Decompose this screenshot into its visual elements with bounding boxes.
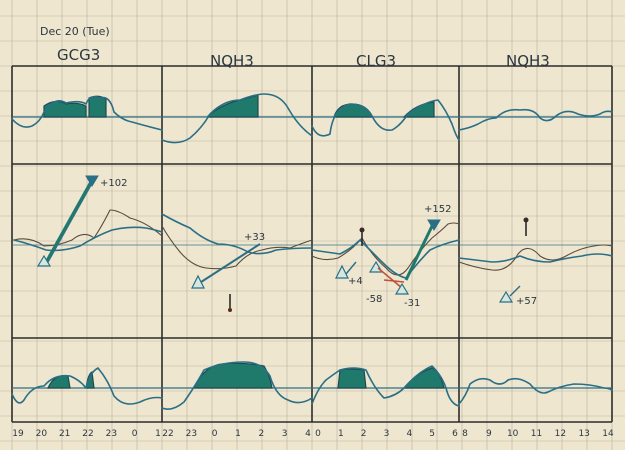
- time-tick-label: 22: [162, 429, 173, 439]
- top-curve-1: [11, 96, 163, 131]
- bottom-curve-3: [311, 365, 460, 407]
- time-tick-label: 14: [602, 429, 614, 439]
- gcg3-entry-arrow: [36, 254, 52, 267]
- nqh3-stop-dot: [228, 308, 232, 312]
- bottom-curve-4: [458, 377, 613, 405]
- clg3-loss-line: [377, 267, 403, 289]
- top-fill-2: [88, 95, 107, 118]
- gcg3-trade-label: +102: [100, 178, 127, 189]
- top-curve-4: [458, 108, 613, 131]
- clg3-exit-arrow: [427, 219, 441, 231]
- time-tick-label: 1: [155, 429, 161, 439]
- nqh3b-entry-arrow: [498, 290, 514, 303]
- mid-brown-4: [458, 244, 613, 271]
- nqh3-entry-arrow: [191, 274, 205, 289]
- time-tick-label: 21: [59, 429, 70, 439]
- bottom-fill-1: [47, 375, 71, 389]
- bottom-curve-1: [11, 367, 163, 405]
- time-tick-label: 4: [305, 429, 311, 439]
- time-tick-label: 3: [384, 429, 390, 439]
- time-tick-label: 2: [258, 429, 264, 439]
- gcg3-exit-arrow: [85, 175, 99, 187]
- clg3-entry-line-1: [345, 261, 357, 275]
- nqh3b-top-dot: [523, 217, 529, 223]
- time-tick-label: 3: [282, 429, 288, 439]
- panel-title-1: GCG3: [57, 46, 100, 64]
- top-fill-3: [207, 94, 259, 118]
- top-curve-3: [311, 99, 460, 141]
- time-tick-label: 13: [578, 429, 589, 439]
- mid-blue-1: [13, 226, 163, 252]
- time-tick-label: 12: [555, 429, 566, 439]
- time-tick-label: 1: [235, 429, 241, 439]
- time-tick-label: 11: [531, 429, 542, 439]
- clg3-entry1-label: +4: [348, 276, 363, 287]
- top-fill-1: [43, 100, 87, 118]
- nqh3b-trade-label: +57: [516, 296, 537, 307]
- bottom-fill-3: [193, 362, 273, 389]
- time-tick-label: 6: [452, 429, 458, 439]
- bottom-row-curves: [11, 361, 613, 410]
- time-tick-label: 4: [406, 429, 412, 439]
- clg3-stop-arrow: [394, 282, 410, 295]
- clg3-trade-line: [404, 221, 436, 281]
- time-axis: 19 20 21 22 23 0 1 22 23 0 1 2 3 4 0 1 2 3 4 5 6 8 9 10 11 12 13 14: [12, 429, 614, 439]
- panel-title-2: NQH3: [210, 52, 254, 70]
- date-label: Dec 20 (Tue): [40, 25, 110, 38]
- mid-blue-3: [311, 239, 460, 279]
- mid-blue-2: [161, 213, 313, 255]
- time-tick-label: 22: [82, 429, 93, 439]
- gcg3-trade-line: [42, 179, 94, 267]
- frame-lines: [11, 65, 613, 423]
- clg3-loss-line-2: [383, 279, 405, 283]
- time-tick-label: 0: [132, 429, 138, 439]
- time-tick-label: 1: [338, 429, 344, 439]
- mid-blue-4: [458, 253, 613, 263]
- panel-title-4: NQH3: [506, 52, 550, 70]
- time-tick-label: 10: [507, 429, 519, 439]
- gcg3-trade-line-edge: [45, 179, 95, 267]
- clg3-trade-label: +152: [424, 204, 451, 215]
- nqh3b-trade-line: [509, 285, 521, 297]
- time-tick-label: 19: [12, 429, 24, 439]
- time-tick-label: 0: [315, 429, 321, 439]
- top-row-curves: [11, 93, 613, 144]
- time-tick-label: 23: [186, 429, 197, 439]
- time-tick-label: 2: [361, 429, 367, 439]
- panel-title-3: CLG3: [356, 52, 396, 70]
- nqh3-trade-line: [197, 243, 261, 285]
- clg3-top-dot: [359, 227, 365, 233]
- time-tick-label: 9: [486, 429, 492, 439]
- time-tick-label: 20: [36, 429, 48, 439]
- time-tick-label: 8: [462, 429, 468, 439]
- clg3-entry-arrow-1: [335, 264, 349, 279]
- clg3-loss-label: -58: [366, 294, 382, 305]
- time-tick-label: 23: [106, 429, 117, 439]
- time-tick-label: 5: [429, 429, 435, 439]
- clg3-stop-label: -31: [404, 298, 420, 309]
- top-fill-5: [402, 101, 435, 118]
- bottom-fill-4: [337, 368, 367, 389]
- top-curve-2: [161, 93, 313, 144]
- middle-row-curves: +102 +33 +4 -58 -31 +152 +57: [12, 175, 613, 312]
- bottom-curve-2: [161, 361, 313, 410]
- time-tick-label: 0: [212, 429, 218, 439]
- nqh3-trade-label: +33: [244, 232, 265, 243]
